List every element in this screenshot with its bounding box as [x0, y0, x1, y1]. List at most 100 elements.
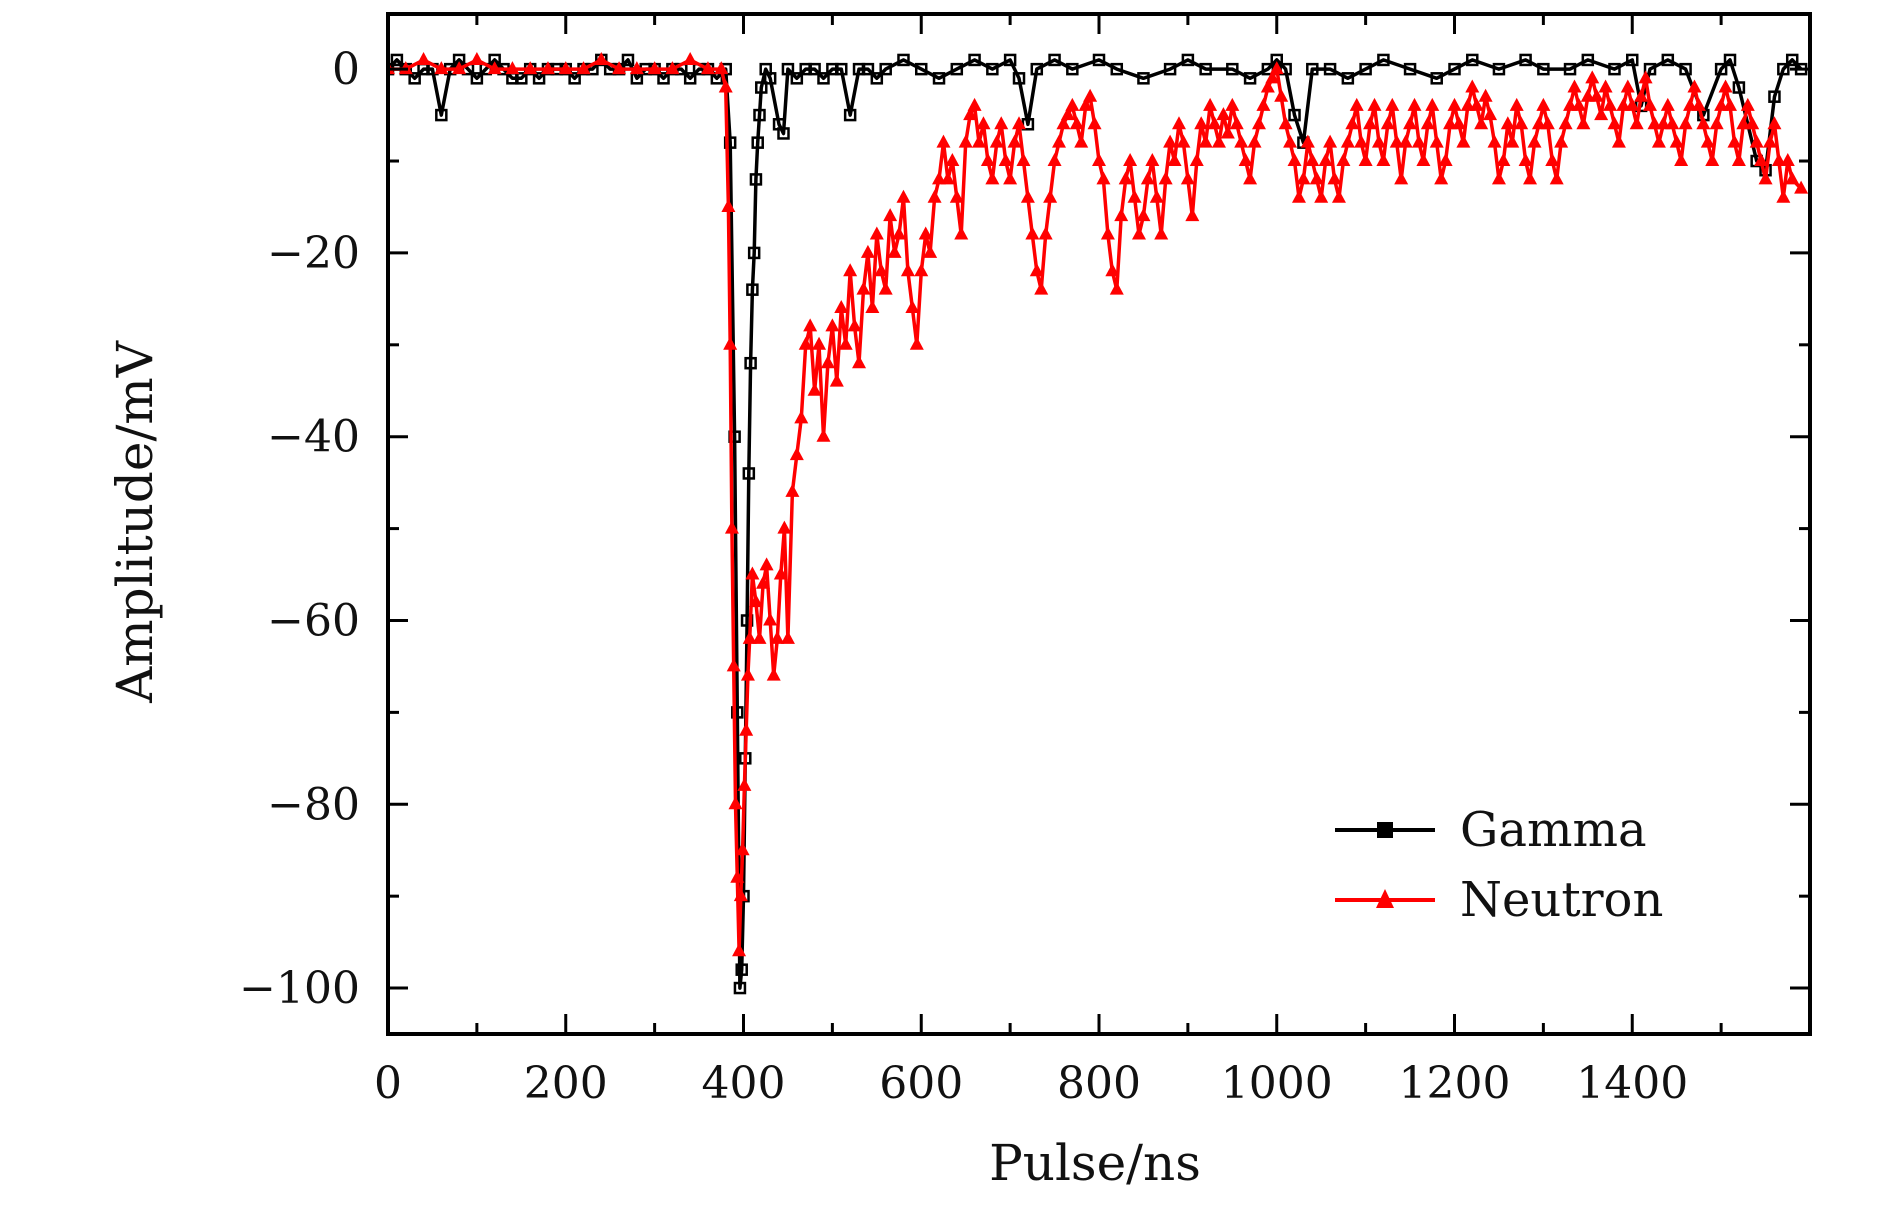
series-gamma-point [1732, 81, 1746, 94]
series-neutron-point [1531, 116, 1546, 130]
series-gamma-point [1519, 53, 1532, 67]
series-neutron-point [1443, 116, 1458, 130]
series-neutron-point [540, 61, 555, 75]
series-neutron-point [1456, 134, 1471, 148]
series-neutron-point [1660, 97, 1675, 111]
series-neutron-point [1607, 116, 1622, 130]
series-neutron-point [1474, 116, 1489, 130]
series-gamma-point [390, 53, 404, 67]
series-neutron-point [1007, 134, 1022, 148]
series-gamma-point [915, 62, 928, 76]
x-tick-label: 0 [374, 1058, 402, 1109]
series-neutron-point [1274, 88, 1289, 102]
series-neutron-point [1176, 134, 1191, 148]
series-neutron-point [1478, 88, 1493, 102]
series-neutron-point [887, 244, 902, 258]
series-neutron-point [949, 189, 964, 203]
series-neutron-point [1625, 97, 1640, 111]
series-neutron-point [1469, 97, 1484, 111]
series-neutron-point [1043, 189, 1058, 203]
series-neutron-point [1251, 116, 1266, 130]
series-neutron-point [1323, 134, 1338, 148]
series-neutron-point [1669, 134, 1684, 148]
series-gamma-point [1768, 90, 1781, 103]
series-gamma-point [731, 706, 744, 719]
series-neutron-point [869, 226, 884, 240]
series-neutron-point [1598, 79, 1613, 93]
series-gamma-point [1306, 62, 1319, 76]
series-neutron-point [1243, 171, 1258, 185]
series-neutron-point [748, 594, 763, 608]
series-neutron-point [1167, 153, 1182, 167]
series-gamma-point [1537, 62, 1550, 76]
series-neutron-point [1180, 171, 1195, 185]
series-neutron-point [843, 263, 858, 277]
series-neutron-point [1296, 171, 1311, 185]
legend-gamma-marker [1377, 822, 1393, 838]
y-tick-label: −40 [267, 412, 360, 463]
series-gamma-point [986, 62, 999, 76]
series-neutron-point [989, 134, 1004, 148]
series-neutron-point [732, 943, 747, 957]
series-neutron-point [1651, 134, 1666, 148]
series-neutron-point [1509, 97, 1524, 111]
series-neutron-point [923, 244, 938, 258]
series-neutron-point [954, 226, 969, 240]
series-neutron-point [838, 336, 853, 350]
series-gamma-point [744, 356, 757, 370]
series-neutron-point [1109, 281, 1124, 295]
series-neutron-point [1052, 134, 1067, 148]
series-neutron-point [865, 300, 880, 314]
series-neutron-point [1354, 134, 1369, 148]
series-gamma-point [1048, 53, 1061, 67]
series-gamma-point [932, 72, 946, 85]
series-gamma-point [1377, 53, 1390, 67]
series-gamma-point [1581, 53, 1595, 67]
series-neutron-point [1083, 88, 1098, 102]
series-neutron-point [874, 263, 889, 277]
series-neutron-point [1407, 97, 1422, 111]
series-neutron-point [1536, 97, 1551, 111]
series-neutron-point [976, 116, 991, 130]
series-neutron-point [683, 51, 698, 65]
series-neutron-point [1029, 263, 1044, 277]
series-neutron-point [1238, 153, 1253, 167]
series-neutron-point [745, 566, 760, 580]
series-neutron-point [730, 869, 745, 883]
series-neutron-point [1020, 189, 1035, 203]
series-gamma-point [1137, 72, 1150, 85]
series-neutron-point [1225, 97, 1240, 111]
series-neutron-point [980, 153, 995, 167]
series-neutron-point [1678, 116, 1693, 130]
series-gamma-point [435, 108, 448, 122]
series-neutron-point [1331, 189, 1346, 203]
series-neutron-point [1687, 79, 1702, 93]
series-gamma-point [751, 136, 764, 149]
series-neutron-point [892, 226, 907, 240]
series-neutron-point [1149, 189, 1164, 203]
series-neutron-point [1216, 107, 1231, 121]
series-neutron-point [1554, 134, 1569, 148]
legend-neutron-marker [1376, 889, 1394, 908]
series-neutron-point [726, 658, 741, 672]
series-neutron-point [1229, 116, 1244, 130]
series-neutron-point [1358, 153, 1373, 167]
series-neutron-point [1683, 97, 1698, 111]
y-tick-label: −60 [267, 595, 360, 646]
series-neutron-point [1256, 97, 1271, 111]
series-neutron-point [1065, 97, 1080, 111]
series-neutron-point [1643, 97, 1658, 111]
series-gamma-point [733, 981, 747, 995]
ticks-layer: 0 200 400 600 800 1000 1200 1400 0 −20 −40 −60 −80 −1… [239, 14, 1810, 1109]
y-tick-label: −80 [267, 779, 360, 830]
series-neutron-point [718, 79, 733, 93]
series-neutron-point [927, 189, 942, 203]
x-tick-label: 1200 [1399, 1058, 1511, 1109]
series-gamma-point [1226, 62, 1239, 76]
series-neutron-point [1074, 134, 1089, 148]
series-neutron-point [1794, 180, 1809, 194]
series-gamma-point [1723, 53, 1737, 67]
series-neutron-point [1025, 226, 1040, 240]
series-neutron-point [1336, 153, 1351, 167]
series-neutron-point [1500, 116, 1515, 130]
